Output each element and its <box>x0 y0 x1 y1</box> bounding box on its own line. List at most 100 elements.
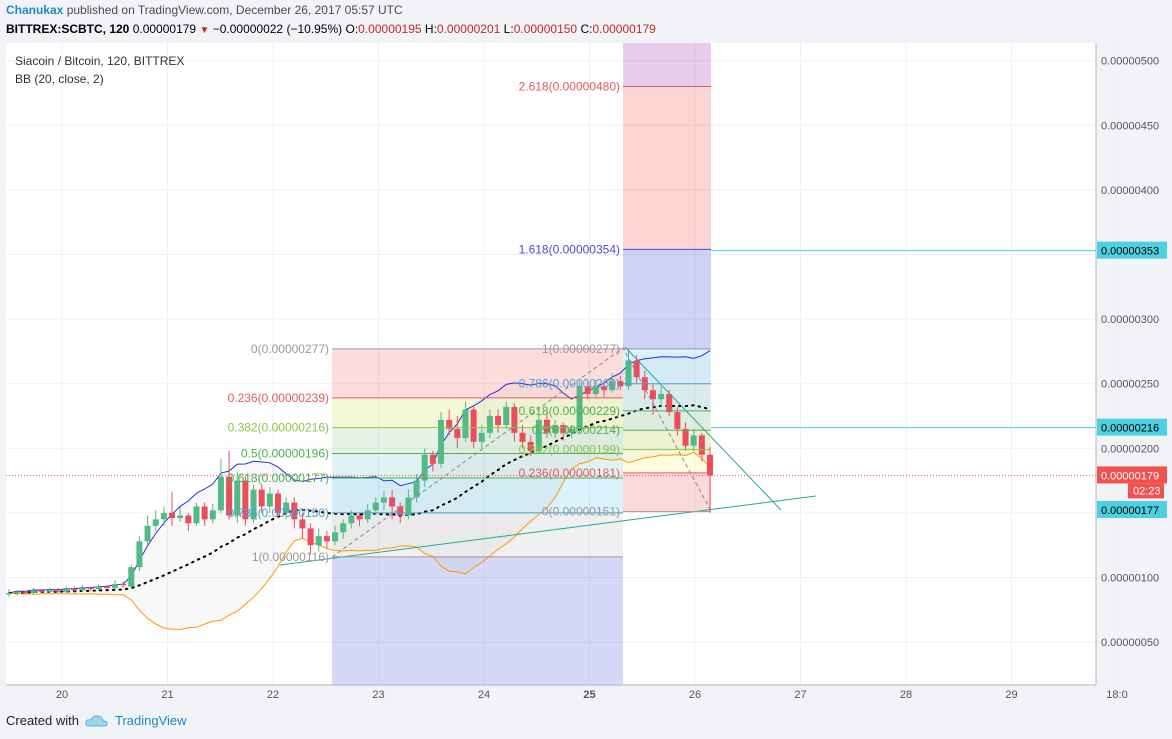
candle-body <box>364 510 371 520</box>
fib-zone <box>623 449 711 473</box>
candle-body <box>79 587 86 591</box>
candle-body <box>495 416 502 426</box>
time-tick-label: 24 <box>478 689 490 701</box>
candle-body <box>380 497 387 503</box>
candle-body <box>429 454 436 464</box>
candle-body <box>446 419 453 429</box>
candle-body <box>592 386 599 395</box>
fib-level-label: 0.382(0.00000216) <box>228 421 329 435</box>
created-with-text: Created with <box>6 713 79 728</box>
candle-body <box>543 419 550 433</box>
legend-title: Siacoin / Bitcoin, 120, BITTREX <box>15 54 184 68</box>
candle-body <box>486 416 493 433</box>
time-axis[interactable]: 20 21 22 23 24 25 26 27 28 29 18:0 <box>56 689 1128 701</box>
time-tick-label: 27 <box>794 689 806 701</box>
candle-body <box>454 428 461 438</box>
price-tick-label: 0.00000250 <box>1101 379 1159 391</box>
candle-body <box>136 541 143 568</box>
candle-body <box>120 583 127 586</box>
fib-level-label: 0.5(0.00000214) <box>532 423 620 437</box>
trend-drawings <box>6 250 1096 566</box>
candle-body <box>674 412 681 429</box>
candle-body <box>152 519 159 526</box>
publish-info: Chanukax published on TradingView.com, D… <box>6 3 403 17</box>
candle-body <box>266 493 273 507</box>
price-tags: 0.00000353 0.00000216 0.00000179 02:23 0.000… <box>1097 241 1167 519</box>
fib-zone <box>332 348 623 398</box>
bb-basis-line <box>8 404 711 594</box>
candle-body <box>682 428 689 446</box>
candle-body <box>226 476 233 516</box>
candle-body <box>609 381 616 391</box>
price-tag-177-bg <box>1097 501 1167 519</box>
candle-body <box>478 432 485 442</box>
downtrend-line <box>624 346 782 511</box>
candle-body <box>63 589 70 592</box>
candle-body <box>87 587 94 590</box>
candle-body <box>658 394 665 400</box>
candle-body <box>54 590 61 592</box>
price-axis[interactable]: 0.000000500.000001000.000001500.00000200… <box>1101 56 1159 649</box>
time-tick-label: 28 <box>900 689 912 701</box>
candle-body <box>185 515 192 524</box>
candle-body <box>71 589 78 591</box>
fib-level-label: 0.618(0.00000177) <box>228 471 329 485</box>
time-tick-label: 18:0 <box>1106 689 1127 701</box>
price-tick-label: 0.00000400 <box>1101 185 1159 197</box>
candle-body <box>323 536 330 542</box>
fib-zone <box>623 430 711 450</box>
candle-body <box>103 586 110 588</box>
time-tick-label: 25 <box>583 689 595 701</box>
candle-body <box>438 419 445 464</box>
fib-level-label: 0.236(0.00000181) <box>519 466 620 480</box>
fib-zones <box>332 43 711 685</box>
price-tick-label: 0.00000500 <box>1101 56 1159 68</box>
countdown-bg <box>1128 483 1164 499</box>
candle-body <box>258 489 265 507</box>
candle-body <box>332 532 339 542</box>
fib-level-label: 0.786(0.00000260) <box>519 377 620 391</box>
fib-level-label: 2.618(0.00000480) <box>519 80 620 94</box>
published-text: published on TradingView.com, December 2… <box>66 3 403 17</box>
candle-body <box>421 454 428 481</box>
candle-body <box>177 515 184 519</box>
low-label: L: <box>503 22 514 36</box>
candle-body <box>22 591 29 594</box>
candle-body <box>348 515 355 524</box>
price-tag-177: 0.00000177 <box>1101 505 1159 517</box>
footer: Created with TradingView <box>6 713 187 728</box>
time-tick-label: 21 <box>161 689 173 701</box>
author-link[interactable]: Chanukax <box>6 3 64 17</box>
candle-body <box>690 435 697 446</box>
candle-body <box>307 528 314 546</box>
fib-level-label: 0.382(0.00000199) <box>519 443 620 457</box>
candle-body <box>462 409 469 438</box>
high-value: 0.00000201 <box>436 22 501 36</box>
fib-level-label: 0(0.00000151) <box>542 505 620 519</box>
bb-lower-line <box>8 451 711 631</box>
bb-fill <box>9 350 710 630</box>
candle-body <box>30 590 37 594</box>
candle-body <box>209 510 216 520</box>
fib-labels: 0(0.00000277) 0.236(0.00000239) 0.382(0.00… <box>228 80 711 564</box>
fib-level-label: 0.236(0.00000239) <box>228 391 329 405</box>
high-label: H: <box>424 22 437 36</box>
candle-body <box>274 493 281 513</box>
candle-body <box>111 583 118 588</box>
close-label: C: <box>580 22 593 36</box>
fib-level-label: 0(0.00000277) <box>251 342 329 356</box>
tradingview-cloud-icon[interactable] <box>85 714 109 728</box>
symbol-name[interactable]: BITTREX:SCBTC, 120 <box>6 22 130 36</box>
candle-body <box>576 386 583 429</box>
candle-body <box>666 394 673 413</box>
candle-body <box>470 409 477 442</box>
time-tick-label: 20 <box>56 689 68 701</box>
price-tick-label: 0.00000050 <box>1101 637 1159 649</box>
candle-body <box>144 525 151 542</box>
candle-body <box>568 428 575 433</box>
fib-zone <box>623 472 711 512</box>
tradingview-link[interactable]: TradingView <box>114 713 187 728</box>
fib-level-label: 1(0.00000277) <box>542 342 620 356</box>
candle-body <box>519 432 526 442</box>
